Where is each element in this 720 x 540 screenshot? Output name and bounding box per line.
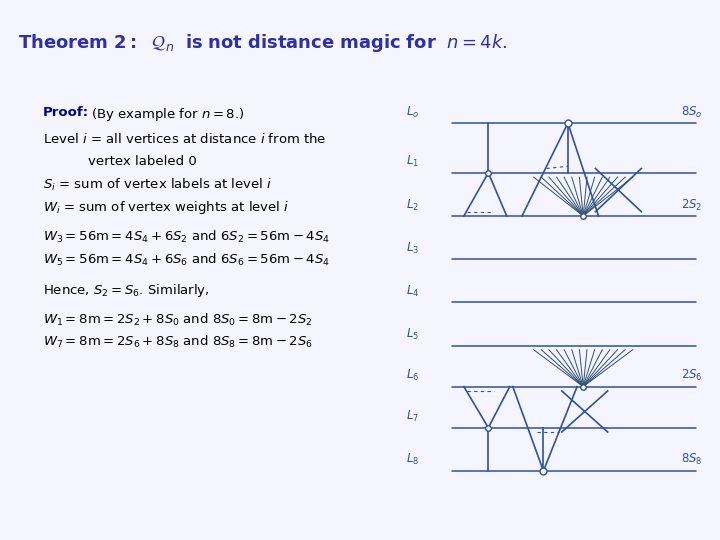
- Text: $L_3$: $L_3$: [406, 241, 419, 256]
- Text: $L_o$: $L_o$: [406, 105, 419, 120]
- Text: $W_3 = 56\mathrm{m} = 4S_4 + 6S_2$ and $6S_2 = 56\mathrm{m} - 4S_4$: $W_3 = 56\mathrm{m} = 4S_4 + 6S_2$ and $…: [43, 229, 330, 245]
- Text: $L_6$: $L_6$: [406, 368, 419, 383]
- Text: $W_1 = 8\mathrm{m} = 2S_2 + 8S_0$ and $8S_0 = 8\mathrm{m} - 2S_2$: $W_1 = 8\mathrm{m} = 2S_2 + 8S_0$ and $8…: [43, 312, 312, 328]
- Text: Proof:: Proof:: [43, 106, 89, 119]
- Text: $8S_8$: $8S_8$: [681, 453, 703, 468]
- Text: $L_8$: $L_8$: [406, 453, 419, 468]
- Text: $2S_2$: $2S_2$: [681, 198, 703, 213]
- Text: $L_7$: $L_7$: [406, 409, 419, 424]
- Text: Hence, $S_2 = S_6$. Similarly,: Hence, $S_2 = S_6$. Similarly,: [43, 282, 210, 299]
- Text: $W_7 = 8\mathrm{m} = 2S_6 + 8S_8$ and $8S_8 = 8\mathrm{m} - 2S_6$: $W_7 = 8\mathrm{m} = 2S_6 + 8S_8$ and $8…: [43, 334, 313, 350]
- Text: $S_i$ = sum of vertex labels at level $i$: $S_i$ = sum of vertex labels at level $i…: [43, 177, 272, 193]
- Text: $2S_6$: $2S_6$: [681, 368, 703, 383]
- Text: $W_5 = 56\mathrm{m} = 4S_4 + 6S_6$ and $6S_6 = 56\mathrm{m} - 4S_4$: $W_5 = 56\mathrm{m} = 4S_4 + 6S_6$ and $…: [43, 252, 330, 267]
- Text: (By example for $n = 8$.): (By example for $n = 8$.): [91, 106, 245, 123]
- Text: $L_1$: $L_1$: [406, 154, 419, 170]
- Text: $\mathbf{Theorem\ 2:}$  $\mathcal{Q}_n$  $\mathbf{is\ not\ distance\ magic\ for}: $\mathbf{Theorem\ 2:}$ $\mathcal{Q}_n$ $…: [18, 32, 508, 54]
- Text: $L_2$: $L_2$: [406, 198, 419, 213]
- Text: $8S_o$: $8S_o$: [681, 105, 703, 120]
- Text: $L_5$: $L_5$: [406, 327, 419, 342]
- Text: vertex labeled 0: vertex labeled 0: [88, 154, 197, 167]
- Text: Level $i$ = all vertices at distance $i$ from the: Level $i$ = all vertices at distance $i$…: [43, 132, 326, 146]
- Text: $W_i$ = sum of vertex weights at level $i$: $W_i$ = sum of vertex weights at level $…: [43, 199, 289, 215]
- Text: $L_4$: $L_4$: [406, 284, 419, 299]
